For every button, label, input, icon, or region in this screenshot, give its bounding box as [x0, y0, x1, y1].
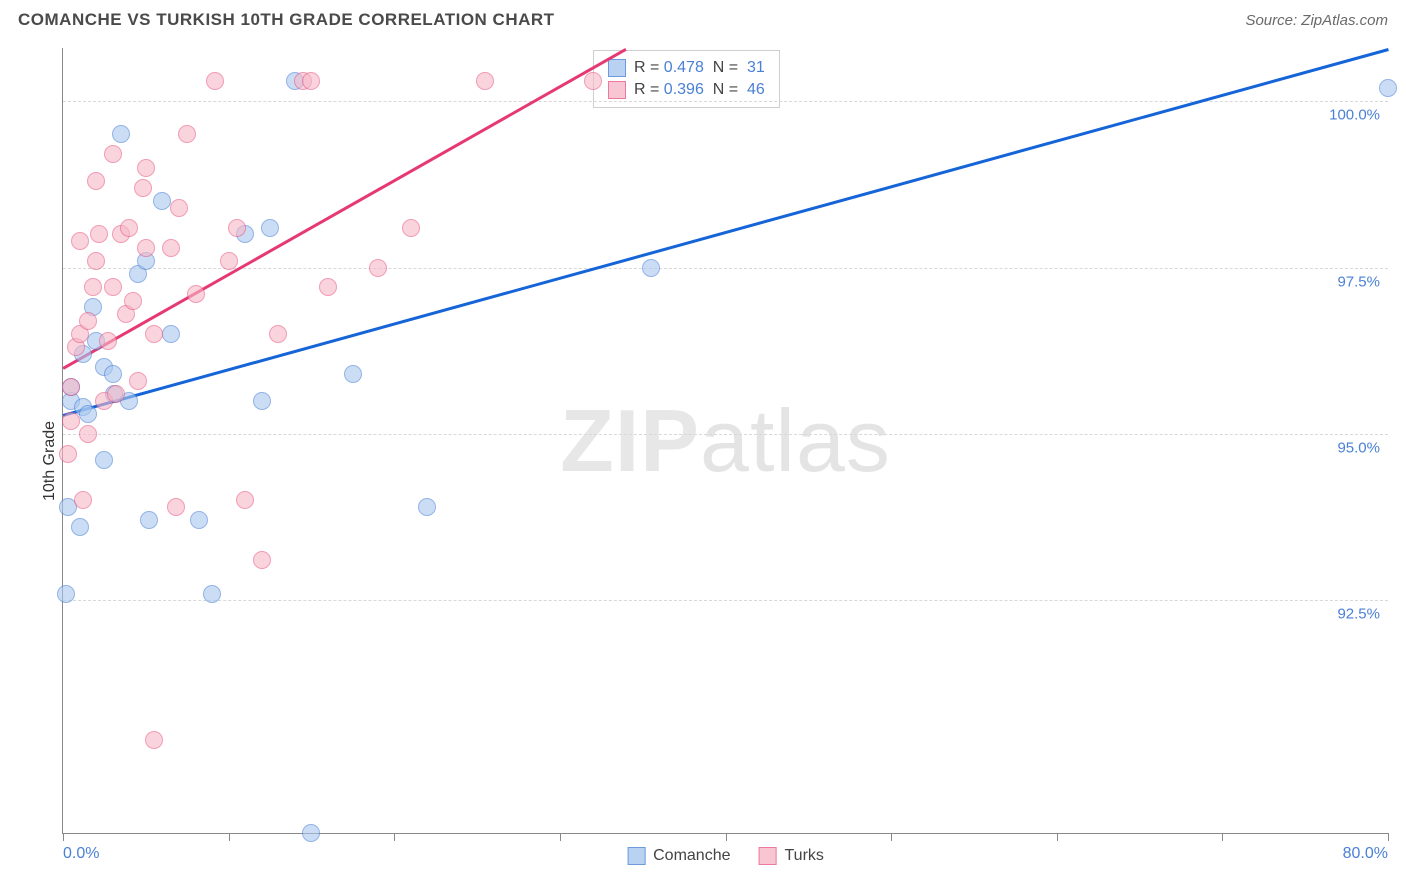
- x-max-label: 80.0%: [1343, 845, 1388, 863]
- scatter-point: [253, 551, 271, 569]
- scatter-point: [269, 325, 287, 343]
- legend-item: Turks: [758, 847, 823, 865]
- scatter-point: [107, 385, 125, 403]
- scatter-point: [319, 278, 337, 296]
- scatter-point: [153, 192, 171, 210]
- gridline: [63, 268, 1388, 269]
- scatter-point: [74, 491, 92, 509]
- scatter-point: [79, 405, 97, 423]
- scatter-point: [120, 219, 138, 237]
- scatter-point: [84, 278, 102, 296]
- scatter-point: [261, 219, 279, 237]
- x-tick: [1222, 833, 1223, 841]
- scatter-point: [162, 239, 180, 257]
- scatter-point: [642, 259, 660, 277]
- legend-stats: R = 0.478 N = 31: [634, 59, 765, 77]
- legend-swatch: [608, 59, 626, 77]
- scatter-point: [57, 585, 75, 603]
- y-tick-label: 100.0%: [1329, 107, 1380, 124]
- scatter-point: [145, 731, 163, 749]
- scatter-point: [104, 145, 122, 163]
- scatter-point: [79, 425, 97, 443]
- x-tick: [560, 833, 561, 841]
- legend-row: R = 0.478 N = 31: [608, 57, 765, 79]
- scatter-point: [62, 412, 80, 430]
- scatter-point: [418, 498, 436, 516]
- scatter-point: [167, 498, 185, 516]
- scatter-point: [129, 372, 147, 390]
- scatter-point: [220, 252, 238, 270]
- x-tick: [1057, 833, 1058, 841]
- watermark: ZIPatlas: [560, 390, 891, 492]
- scatter-point: [59, 445, 77, 463]
- scatter-point: [228, 219, 246, 237]
- scatter-point: [190, 511, 208, 529]
- scatter-point: [90, 225, 108, 243]
- plot-area: ZIPatlas R = 0.478 N = 31 R = 0.396 N = 4…: [62, 48, 1388, 834]
- scatter-point: [134, 179, 152, 197]
- x-tick: [394, 833, 395, 841]
- y-tick-label: 95.0%: [1337, 439, 1380, 456]
- y-tick-label: 97.5%: [1337, 273, 1380, 290]
- scatter-point: [253, 392, 271, 410]
- x-tick: [63, 833, 64, 841]
- x-tick: [1388, 833, 1389, 841]
- scatter-point: [402, 219, 420, 237]
- scatter-point: [302, 824, 320, 842]
- scatter-point: [344, 365, 362, 383]
- scatter-point: [178, 125, 196, 143]
- legend-swatch: [627, 847, 645, 865]
- scatter-point: [187, 285, 205, 303]
- chart-container: 10th Grade ZIPatlas R = 0.478 N = 31R = …: [18, 48, 1388, 874]
- legend-row: R = 0.396 N = 46: [608, 79, 765, 101]
- scatter-point: [137, 159, 155, 177]
- x-tick: [726, 833, 727, 841]
- correlation-legend: R = 0.478 N = 31 R = 0.396 N = 46: [593, 50, 780, 108]
- legend-label: Comanche: [653, 847, 730, 865]
- scatter-point: [1379, 79, 1397, 97]
- x-tick: [891, 833, 892, 841]
- trend-line: [62, 48, 626, 369]
- scatter-point: [145, 325, 163, 343]
- legend-swatch: [608, 81, 626, 99]
- scatter-point: [137, 239, 155, 257]
- scatter-point: [71, 232, 89, 250]
- scatter-point: [104, 278, 122, 296]
- scatter-point: [95, 451, 113, 469]
- scatter-point: [476, 72, 494, 90]
- scatter-point: [162, 325, 180, 343]
- legend-item: Comanche: [627, 847, 730, 865]
- scatter-point: [87, 252, 105, 270]
- y-axis-label: 10th Grade: [41, 421, 59, 501]
- scatter-point: [206, 72, 224, 90]
- scatter-point: [369, 259, 387, 277]
- chart-header: COMANCHE VS TURKISH 10TH GRADE CORRELATI…: [0, 0, 1406, 38]
- scatter-point: [99, 332, 117, 350]
- scatter-point: [79, 312, 97, 330]
- x-tick: [229, 833, 230, 841]
- scatter-point: [236, 491, 254, 509]
- scatter-point: [124, 292, 142, 310]
- source-attribution: Source: ZipAtlas.com: [1245, 12, 1388, 29]
- scatter-point: [104, 365, 122, 383]
- scatter-point: [140, 511, 158, 529]
- legend-label: Turks: [784, 847, 823, 865]
- series-legend: Comanche Turks: [627, 847, 824, 865]
- legend-swatch: [758, 847, 776, 865]
- legend-stats: R = 0.396 N = 46: [634, 81, 765, 99]
- y-tick-label: 92.5%: [1337, 606, 1380, 623]
- scatter-point: [584, 72, 602, 90]
- x-min-label: 0.0%: [63, 845, 99, 863]
- scatter-point: [71, 518, 89, 536]
- chart-title: COMANCHE VS TURKISH 10TH GRADE CORRELATI…: [18, 10, 555, 30]
- scatter-point: [62, 378, 80, 396]
- scatter-point: [170, 199, 188, 217]
- gridline: [63, 434, 1388, 435]
- gridline: [63, 600, 1388, 601]
- scatter-point: [203, 585, 221, 603]
- scatter-point: [87, 172, 105, 190]
- scatter-point: [112, 125, 130, 143]
- scatter-point: [302, 72, 320, 90]
